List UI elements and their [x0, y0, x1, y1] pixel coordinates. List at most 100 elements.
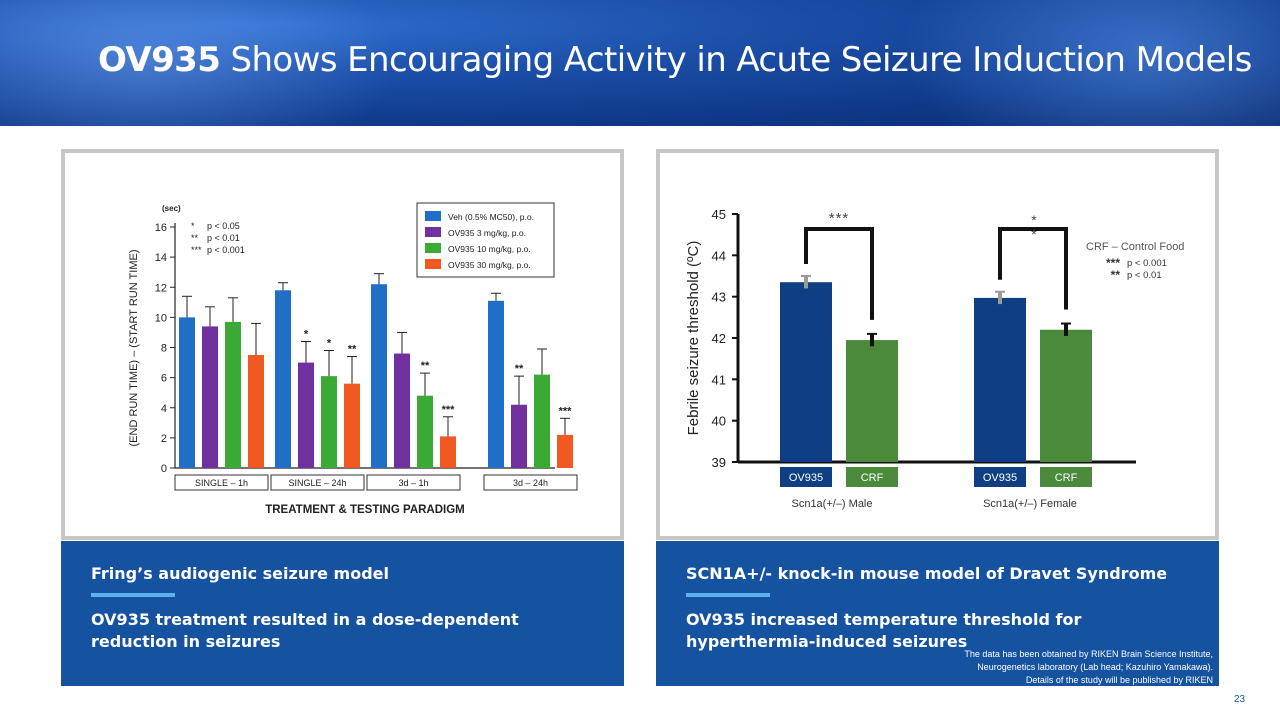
sig-legend-label: p < 0.001 [1127, 258, 1167, 269]
bar [440, 436, 456, 468]
sig-legend-mark: ** [191, 233, 199, 243]
legend-label: OV935 3 mg/kg, p.o. [448, 228, 526, 238]
right-caption-text: OV935 increased temperature threshold fo… [686, 610, 1082, 651]
significance-mark: *** [442, 404, 456, 416]
y-tick-label: 40 [712, 414, 726, 429]
bar [179, 317, 195, 468]
bar-label-tile [1040, 467, 1092, 487]
y-tick-label: 6 [161, 373, 167, 385]
left-chart-panel: 0 2 4 6 8 10 12 14 16 (sec) (END RUN TIME) – (STAR… [61, 149, 624, 540]
note-line: Neurogenetics laboratory (Lab head; Kazu… [977, 662, 1213, 672]
y-axis-label: Febrile seizure threshold (ºC) [685, 241, 702, 436]
legend-label: Veh (0.5% MC50), p.o. [448, 212, 534, 222]
bar [974, 297, 1026, 462]
bar [394, 353, 410, 468]
left-caption: Fring’s audiogenic seizure model OV935 t… [61, 541, 624, 686]
category-box [483, 474, 578, 491]
category-label: SINGLE – 24h [288, 478, 346, 488]
significance-mark: * [304, 328, 309, 340]
category-box [270, 474, 365, 491]
bar [344, 383, 360, 468]
bar-label-tile [846, 467, 898, 487]
left-caption-text: OV935 treatment resulted in a dose-depen… [91, 610, 519, 651]
note-line: The data has been obtained by RIKEN Brai… [964, 649, 1213, 659]
significance-bracket [804, 227, 874, 320]
bar [371, 284, 387, 468]
bar [225, 321, 241, 468]
bar-label: OV935 [789, 472, 823, 484]
significance-mark: * [327, 338, 332, 350]
bar [557, 434, 573, 468]
bar-label: CRF [861, 472, 884, 484]
significance-mark: ** [421, 360, 430, 372]
bar [248, 355, 264, 468]
caption-divider [91, 593, 175, 597]
right-caption-title: SCN1A+/- knock-in mouse model of Dravet … [686, 564, 1168, 583]
sig-legend-label: p < 0.01 [1127, 270, 1162, 281]
significance-mark: ** [348, 344, 357, 356]
y-unit-label: (sec) [162, 204, 181, 213]
bar [417, 395, 433, 468]
group-label: Scn1a(+/–) Female [983, 498, 1077, 510]
right-caption: SCN1A+/- knock-in mouse model of Dravet … [656, 541, 1219, 686]
category-label: 3d – 24h [513, 478, 548, 488]
bar-label-tile [974, 467, 1026, 487]
left-caption-title: Fring’s audiogenic seizure model [91, 564, 389, 583]
bar [846, 340, 898, 462]
y-tick-label: 14 [155, 252, 167, 264]
legend-label: OV935 30 mg/kg, p.o. [448, 260, 531, 270]
category-label: 3d – 1h [398, 478, 428, 488]
bar-label: CRF [1055, 472, 1078, 484]
banner-glow [0, 0, 400, 126]
significance-mark: * [1031, 226, 1037, 242]
y-axis-label: (END RUN TIME) – (START RUN TIME) [128, 250, 140, 447]
y-tick-label: 2 [161, 433, 167, 445]
bar-label: OV935 [983, 472, 1017, 484]
sig-legend-label: p < 0.01 [207, 233, 240, 243]
y-tick-label: 44 [712, 248, 726, 263]
header-banner: OV935 Shows Encouraging Activity in Acut… [0, 0, 1280, 126]
bar [1040, 329, 1092, 462]
bar [534, 374, 550, 468]
sig-legend-mark: ** [1111, 268, 1121, 282]
x-axis-label: TREATMENT & TESTING PARADIGM [265, 504, 465, 516]
note-line: Details of the study will be published b… [1025, 675, 1213, 685]
sig-legend-mark: *** [191, 245, 202, 255]
significance-mark: ** [515, 363, 524, 375]
y-tick-label: 12 [155, 282, 167, 294]
category-box [174, 474, 269, 491]
group-label: Scn1a(+/–) Male [791, 498, 872, 510]
title-rest: Shows Encouraging Activity in Acute Seiz… [220, 40, 1252, 80]
bar [488, 300, 504, 468]
caption-divider [686, 593, 770, 597]
y-tick-label: 41 [712, 372, 726, 387]
sig-legend-label: p < 0.05 [207, 221, 240, 231]
significance-mark: * [1031, 212, 1037, 228]
y-tick-label: 45 [712, 207, 726, 222]
bar [780, 282, 832, 462]
legend-label: OV935 10 mg/kg, p.o. [448, 244, 531, 254]
sig-legend-label: p < 0.001 [207, 245, 245, 255]
y-tick-label: 4 [161, 403, 167, 415]
right-chart-panel: 39 40 41 42 43 44 45 Febrile seizure threshold … [656, 149, 1219, 540]
y-tick-label: 42 [712, 331, 726, 346]
legend-swatch [425, 259, 441, 269]
bar [511, 404, 527, 468]
legend-swatch [425, 227, 441, 237]
bar [298, 362, 314, 468]
y-tick-label: 8 [161, 343, 167, 355]
y-tick-label: 16 [155, 222, 167, 234]
significance-mark: *** [559, 405, 573, 417]
bar [321, 376, 337, 468]
significance-bracket [998, 227, 1068, 310]
bar [202, 326, 218, 468]
category-label: SINGLE – 1h [195, 478, 248, 488]
sig-legend-mark: *** [1106, 256, 1120, 270]
y-tick-label: 0 [161, 463, 167, 475]
bar [275, 290, 291, 468]
category-box [366, 474, 461, 491]
legend-swatch [425, 243, 441, 253]
audiogenic-seizure-chart: 0 2 4 6 8 10 12 14 16 (sec) (END RUN TIME) – (STAR… [128, 202, 578, 516]
title-bold: OV935 [98, 40, 221, 80]
